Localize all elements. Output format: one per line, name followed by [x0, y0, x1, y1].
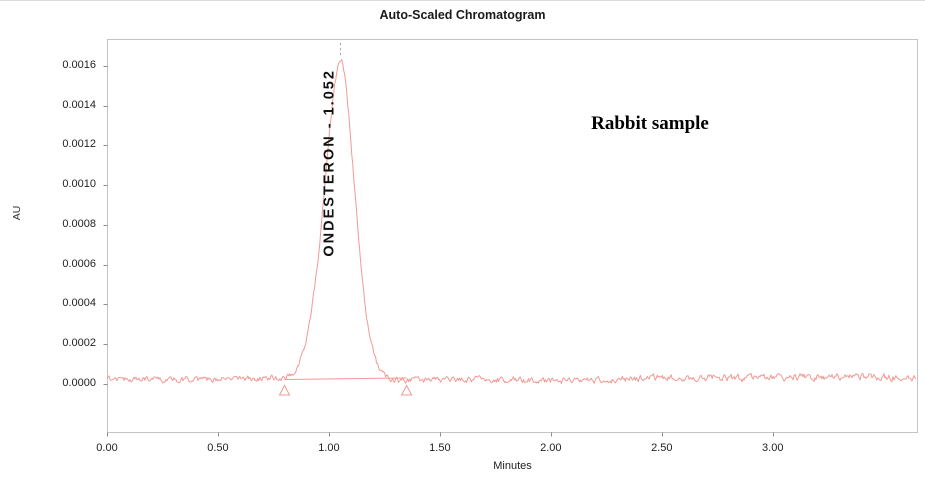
- y-tick-label: 0.0000: [62, 376, 96, 389]
- x-tick-label: 2.00: [540, 442, 562, 454]
- x-tick-label: 3.00: [762, 442, 784, 454]
- plot-svg: ONDESTERON - 1.052: [103, 39, 918, 437]
- sample-annotation: Rabbit sample: [591, 113, 709, 134]
- x-tick-label: 0.00: [96, 442, 118, 454]
- peak-start-marker: [278, 384, 291, 396]
- y-tick-label: 0.0004: [62, 297, 96, 310]
- x-axis-title: Minutes: [493, 460, 532, 472]
- chart-title: Auto-Scaled Chromatogram: [379, 8, 546, 22]
- y-tick-label: 0.0008: [62, 217, 96, 230]
- y-tick-label: 0.0010: [62, 178, 96, 191]
- chromatogram-trace: [106, 59, 917, 384]
- y-tick-label: 0.0006: [62, 257, 96, 270]
- y-tick-label: 0.0012: [62, 138, 96, 151]
- y-tick-label: 0.0002: [62, 337, 96, 350]
- x-tick-label: 1.50: [429, 442, 451, 454]
- integration-baseline: [284, 377, 407, 381]
- peak-label: ONDESTERON - 1.052: [322, 69, 338, 257]
- plot-frame: [107, 39, 918, 433]
- x-tick-label: 1.00: [318, 442, 340, 454]
- y-tick-label: 0.0014: [62, 98, 96, 111]
- peak-end-marker: [400, 384, 413, 396]
- y-tick-label: 0.0016: [62, 59, 96, 72]
- x-tick-label: 2.50: [651, 442, 673, 454]
- x-tick-label: 0.50: [207, 442, 229, 454]
- y-axis-title: AU: [11, 205, 23, 221]
